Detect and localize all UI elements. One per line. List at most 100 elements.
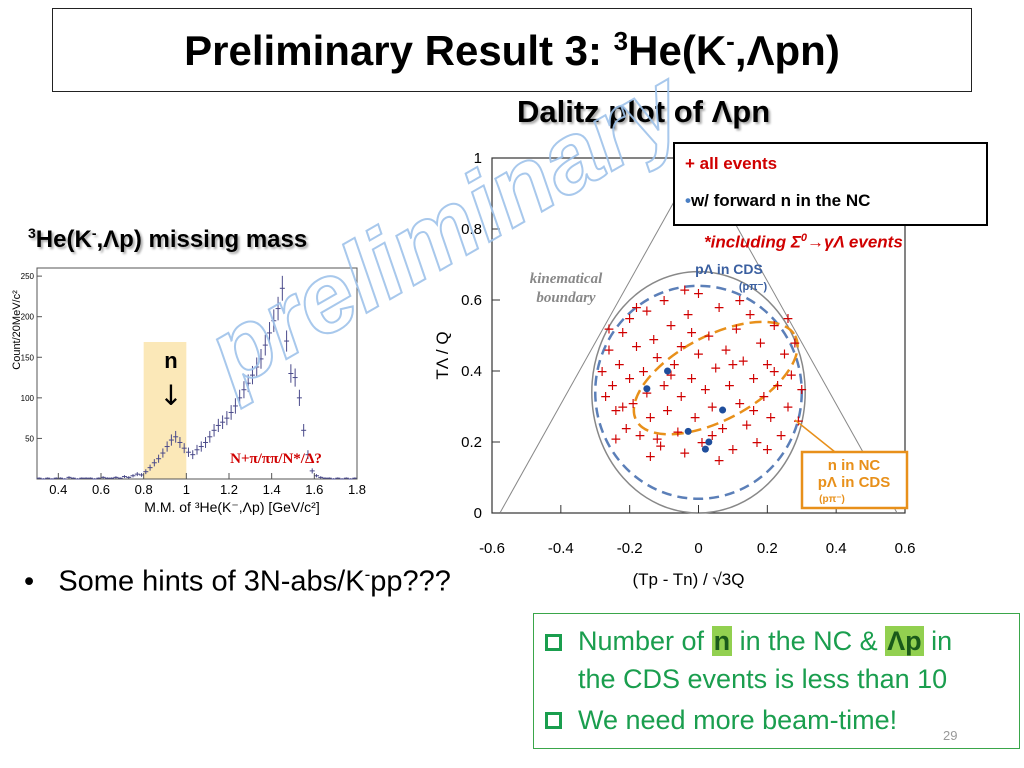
event-point-plus: + bbox=[710, 360, 722, 376]
event-point-plus: + bbox=[706, 428, 718, 444]
x-tick-label: -0.6 bbox=[479, 540, 505, 557]
event-point-plus: + bbox=[672, 424, 684, 440]
event-point-plus: + bbox=[655, 439, 667, 455]
forward-n-point bbox=[705, 438, 713, 446]
forward-n-point bbox=[643, 385, 651, 393]
event-point-plus: + bbox=[627, 396, 639, 412]
x-tick-label: 0 bbox=[694, 540, 702, 557]
x-tick-label: 0.4 bbox=[826, 540, 847, 557]
event-point-plus: + bbox=[634, 428, 646, 444]
event-point-plus: + bbox=[638, 364, 650, 380]
missing-mass-histogram: 0.4 0.6 0.8 1 1.2 1.4 1.6 1.8 50 100 150 200 250 M.M.… bbox=[11, 267, 366, 515]
event-point-plus: + bbox=[730, 321, 742, 337]
checkbox-square-icon bbox=[545, 712, 562, 729]
event-point-plus: + bbox=[617, 325, 629, 341]
x-tick-label: 1.8 bbox=[348, 482, 366, 497]
event-point-plus: + bbox=[727, 357, 739, 373]
event-point-plus: + bbox=[768, 318, 780, 334]
event-point-plus: + bbox=[761, 357, 773, 373]
checkbox-square-icon bbox=[545, 634, 562, 651]
event-point-plus: + bbox=[658, 378, 670, 394]
event-point-plus: + bbox=[720, 343, 732, 359]
nc-acceptance-ellipse bbox=[632, 320, 799, 436]
y-axis-label: Count/20MeV/c² bbox=[11, 290, 23, 370]
cds-acceptance-ellipse bbox=[594, 284, 803, 501]
down-arrow-icon: ↓ bbox=[159, 379, 182, 412]
event-point-plus: + bbox=[607, 378, 619, 394]
annotation-plambda-cds-2: pΛ in CDS bbox=[818, 474, 891, 491]
event-point-plus: + bbox=[631, 300, 643, 316]
legend-forward-n: •w/ forward n in the NC bbox=[685, 191, 871, 210]
event-point-plus: + bbox=[758, 389, 770, 405]
y-tick-label: 0.2 bbox=[461, 434, 482, 451]
event-point-plus: + bbox=[713, 300, 725, 316]
annotation-boundary: boundary bbox=[536, 290, 596, 306]
annotation-n-pi: N+π/ππ/N*/Δ? bbox=[230, 451, 322, 467]
x-tick-label: -0.2 bbox=[617, 540, 643, 557]
event-point-plus: + bbox=[651, 350, 663, 366]
dalitz-heading: Dalitz plot of Λpn bbox=[517, 94, 771, 129]
y-tick-label: 1 bbox=[474, 150, 482, 167]
event-point-plus: + bbox=[703, 329, 715, 345]
legend-dot-icon: • bbox=[685, 191, 691, 210]
event-point-plus: + bbox=[779, 346, 791, 362]
nc-pointer-line bbox=[794, 419, 836, 453]
x-tick-label: 0.2 bbox=[757, 540, 778, 557]
event-point-plus: + bbox=[689, 410, 701, 426]
event-point-plus: + bbox=[755, 336, 767, 352]
event-point-plus: + bbox=[786, 368, 798, 384]
event-point-plus: + bbox=[748, 371, 760, 387]
y-axis-label: TΛ / Q bbox=[433, 331, 452, 379]
event-point-plus: + bbox=[734, 396, 746, 412]
event-point-plus: + bbox=[706, 400, 718, 416]
event-point-plus: + bbox=[679, 446, 691, 462]
event-point-plus: + bbox=[675, 339, 687, 355]
event-point-plus: + bbox=[624, 311, 636, 327]
event-point-plus: + bbox=[737, 353, 749, 369]
summary-line-2: the CDS events is less than 10 bbox=[578, 664, 948, 694]
annotation-n: n bbox=[164, 348, 177, 373]
event-point-plus: + bbox=[724, 378, 736, 394]
event-point-plus: + bbox=[682, 307, 694, 323]
event-point-plus: + bbox=[765, 410, 777, 426]
forward-n-point bbox=[701, 445, 709, 453]
event-point-plus: + bbox=[624, 371, 636, 387]
summary-box: Number of n in the NC & Λp in the CDS ev… bbox=[533, 613, 1020, 749]
event-point-plus: + bbox=[669, 357, 681, 373]
event-point-plus: + bbox=[782, 311, 794, 327]
y-tick-label: 250 bbox=[21, 272, 35, 281]
event-point-plus: + bbox=[686, 325, 698, 341]
event-point-plus: + bbox=[675, 389, 687, 405]
event-point-plus: + bbox=[600, 389, 612, 405]
x-tick-label: -0.4 bbox=[548, 540, 574, 557]
event-point-plus: + bbox=[693, 286, 705, 302]
annotation-n-in-nc: n in NC bbox=[828, 457, 881, 474]
event-point-plus: + bbox=[610, 431, 622, 447]
event-point-plus: + bbox=[686, 371, 698, 387]
x-axis-label: (Tp - Tn) / √3Q bbox=[633, 570, 745, 589]
x-tick-label: 1 bbox=[183, 482, 190, 497]
event-point-plus: + bbox=[620, 421, 632, 437]
event-point-plus: + bbox=[596, 364, 608, 380]
y-tick-label: 50 bbox=[25, 434, 34, 443]
event-point-plus: + bbox=[662, 403, 674, 419]
event-point-plus: + bbox=[789, 336, 801, 352]
event-point-plus: + bbox=[768, 364, 780, 380]
y-tick-label: 100 bbox=[21, 394, 35, 403]
page-number: 29 bbox=[943, 728, 958, 743]
event-point-plus: + bbox=[734, 293, 746, 309]
event-point-plus: + bbox=[744, 307, 756, 323]
event-point-plus: + bbox=[782, 400, 794, 416]
event-point-plus: + bbox=[613, 357, 625, 373]
event-point-plus: + bbox=[693, 346, 705, 362]
event-point-plus: + bbox=[641, 304, 653, 320]
event-point-plus: + bbox=[644, 449, 656, 465]
event-point-plus: + bbox=[679, 282, 691, 298]
event-point-plus: + bbox=[751, 435, 763, 451]
annotation-ppi: (pπ⁻) bbox=[739, 281, 768, 293]
annotation-plambda-cds: pΛ in CDS bbox=[695, 261, 763, 277]
event-point-plus: + bbox=[651, 431, 663, 447]
x-axis-label: M.M. of ³He(K⁻,Λp) [GeV/c²] bbox=[144, 499, 319, 515]
event-point-plus: + bbox=[727, 442, 739, 458]
hist-frame bbox=[36, 267, 358, 480]
